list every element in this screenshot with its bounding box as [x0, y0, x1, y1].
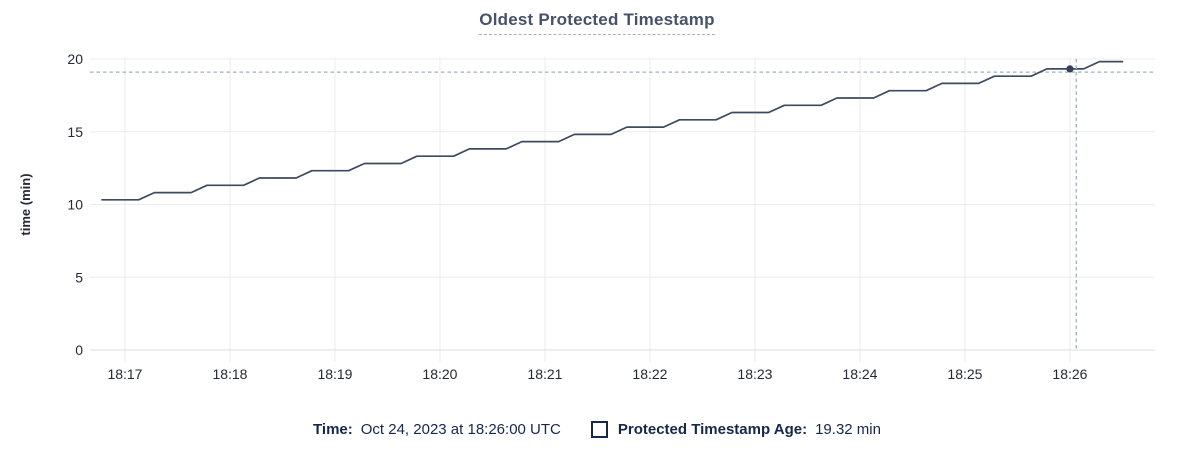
legend-time: Time: Oct 24, 2023 at 18:26:00 UTC	[313, 421, 561, 438]
svg-text:18:25: 18:25	[947, 366, 982, 382]
svg-text:18:18: 18:18	[212, 366, 247, 382]
legend-time-label: Time:	[313, 421, 353, 438]
svg-text:18:21: 18:21	[527, 366, 562, 382]
series-checkbox-icon[interactable]	[590, 421, 608, 438]
chart-legend: Time: Oct 24, 2023 at 18:26:00 UTC Prote…	[0, 421, 1194, 438]
legend-series-label: Protected Timestamp Age:	[617, 421, 808, 438]
svg-text:18:26: 18:26	[1052, 366, 1087, 382]
chart-title[interactable]: Oldest Protected Timestamp	[479, 10, 715, 35]
svg-text:15: 15	[67, 124, 83, 140]
legend-series-protected-timestamp-age[interactable]: Protected Timestamp Age: 19.32 min	[590, 421, 881, 438]
svg-text:20: 20	[67, 51, 83, 67]
svg-text:18:24: 18:24	[842, 366, 877, 382]
svg-text:10: 10	[67, 197, 83, 213]
svg-text:5: 5	[75, 269, 83, 285]
legend-time-value: Oct 24, 2023 at 18:26:00 UTC	[360, 421, 561, 438]
chart-title-row: Oldest Protected Timestamp	[0, 10, 1194, 35]
svg-text:18:23: 18:23	[737, 366, 772, 382]
svg-text:18:20: 18:20	[422, 366, 457, 382]
svg-text:18:17: 18:17	[107, 366, 142, 382]
legend-series-value: 19.32 min	[815, 421, 881, 438]
chart-plot-area[interactable]: 18:17 18:18 18:19 18:20 18:21 18:22 18:23 18:24…	[0, 0, 1194, 410]
svg-text:0: 0	[75, 342, 83, 358]
svg-text:18:22: 18:22	[632, 366, 667, 382]
svg-text:18:19: 18:19	[317, 366, 352, 382]
svg-text:time (min): time (min)	[18, 173, 33, 235]
